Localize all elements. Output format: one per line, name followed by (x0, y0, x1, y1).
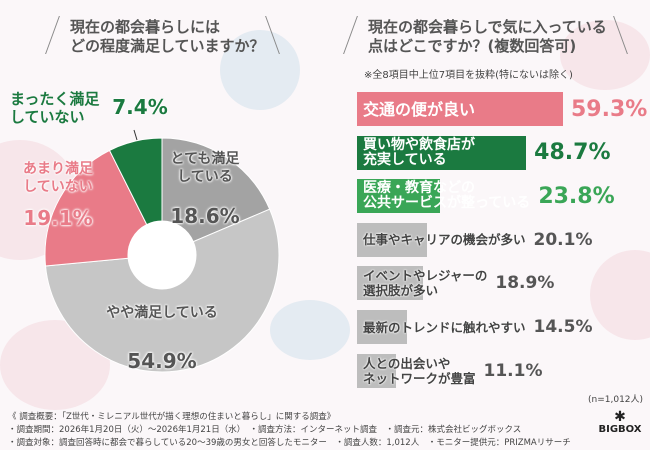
bar-label: 交通の便が良い (363, 92, 475, 126)
background-tree (590, 250, 650, 340)
bar (357, 310, 408, 344)
bar (357, 135, 527, 170)
bar-label-line: 最新のトレンドに触れやすい (363, 319, 526, 335)
sample-size: (n=1,012人) (588, 395, 644, 405)
chart-note: ※全8項目中上位7項目を抜粋(特にないは除く) (364, 70, 573, 81)
pie-label-line: やや満足している (106, 305, 218, 321)
footer-line: ・調査対象：調査回答時に都会で暮らしている20～39歳の男女と回答したモニター … (8, 438, 571, 448)
bar (357, 222, 427, 257)
question-line: 現在の都会暮らしには (70, 18, 221, 36)
pie-slice-value: 18.6% (170, 204, 240, 228)
question-line: 現在の都会暮らしで気に入っている (368, 18, 607, 36)
bar-label: 買い物や飲食店が 充実している (363, 136, 475, 170)
bar-value: 11.1% (483, 360, 543, 381)
background-tree (560, 20, 650, 90)
bar-value: 23.8% (538, 183, 615, 209)
pie-label-line: していない (10, 108, 85, 126)
logo-mark-icon: ✱ (614, 409, 626, 425)
background-tree (220, 30, 300, 110)
question-line: どの程度満足していますか？ (70, 37, 265, 55)
pie-label-line: まったく満足 (10, 90, 100, 108)
pie-slice-label: とても満足 している (145, 150, 265, 186)
bar-label-line: 選択肢が多い (363, 283, 439, 299)
bar-label: イベントやレジャーの 選択肢が多い (363, 266, 487, 300)
leader-line (133, 129, 138, 141)
question-line: 点はどこですか？(複数回答可) (368, 37, 577, 55)
bar (357, 179, 440, 214)
left-question: 現在の都会暮らしには どの程度満足していますか？ (70, 18, 265, 56)
bar-label-line: 仕事やキャリアの機会が多い (363, 232, 526, 248)
pie-label-line: している (177, 169, 233, 185)
bar-value: 20.1% (533, 229, 593, 250)
bar-label-line: 交通の便が良い (363, 99, 476, 119)
bar-label: 人との出会いや ネットワークが豊富 (363, 354, 476, 388)
bar-value: 59.3% (571, 96, 648, 122)
donut-hole (128, 221, 196, 289)
bar-label: 医療・教育などの 公共サービスが整っている (363, 179, 530, 213)
pie-label-line: していない (23, 179, 93, 195)
bar-label-line: イベントやレジャーの (363, 268, 488, 284)
bar-label-line: 買い物や飲食店が (363, 136, 475, 153)
bar-value: 48.7% (534, 140, 611, 166)
right-question: 現在の都会暮らしで気に入っている 点はどこですか？(複数回答可) (368, 18, 607, 56)
donut-chart (44, 129, 280, 373)
left-bracket (45, 16, 70, 54)
bar (357, 353, 396, 388)
pie-slice-value: 54.9% (127, 349, 197, 373)
footer-line: ・調査期間：2026年1月20日（火）～2026年1月21日（水） ・調査方法：… (8, 425, 522, 435)
pie-slice-value: 7.4% (112, 95, 168, 119)
bar-label-line: ネットワークが豊富 (363, 370, 476, 386)
bigbox-logo: ✱ BIGBOX (598, 410, 642, 435)
pie-label-line: とても満足 (170, 151, 240, 167)
bar-label-line: 人との出会いや (363, 355, 451, 371)
bar-value: 18.9% (495, 273, 555, 294)
bar-label: 仕事やキャリアの機会が多い (363, 223, 526, 257)
bar-label-line: 充実している (363, 151, 447, 168)
bar-label-line: 公共サービスが整っている (363, 195, 531, 212)
bar (357, 266, 423, 301)
bar-label-line: 医療・教育などの (363, 180, 475, 197)
pie-slice-label: まったく満足 していない (10, 90, 99, 126)
bar (357, 92, 563, 126)
pie-label-line: あまり満足 (23, 161, 93, 177)
footer-line: 《 調査概要：「Z世代・ミレニアル世代が描く理想の住まいと暮らし」に関する調査》 (8, 412, 336, 422)
background-tree (270, 300, 350, 360)
logo-text: BIGBOX (598, 424, 642, 435)
bar-label: 最新のトレンドに触れやすい (363, 310, 526, 344)
pie-slice-label: やや満足している (102, 304, 222, 322)
pie-slice-label: あまり満足していない (0, 160, 118, 196)
pie-slice-value: 19.1% (23, 206, 93, 230)
right-bracket (343, 16, 368, 54)
bar-value: 14.5% (533, 317, 593, 337)
